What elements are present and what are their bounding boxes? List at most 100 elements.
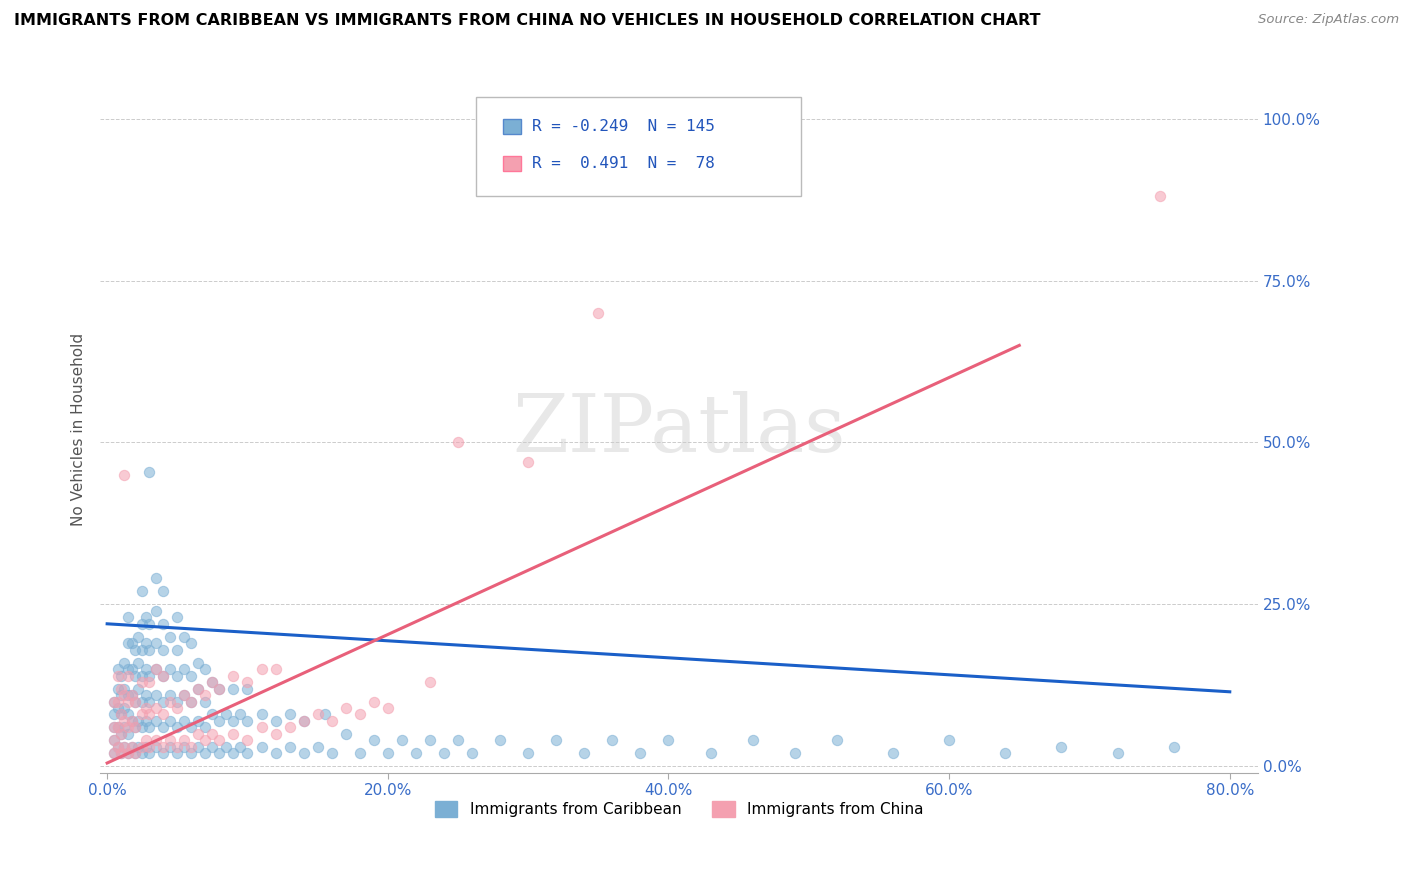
Point — [699, 747, 721, 761]
Point — [215, 707, 238, 722]
Point — [152, 616, 174, 631]
Point — [110, 688, 132, 702]
Point — [107, 739, 129, 754]
Text: Source: ZipAtlas.com: Source: ZipAtlas.com — [1258, 13, 1399, 27]
Point — [131, 668, 153, 682]
Point — [222, 714, 245, 728]
Point — [250, 739, 273, 754]
Point — [292, 747, 315, 761]
Point — [461, 747, 484, 761]
Point — [121, 688, 143, 702]
Point — [187, 681, 209, 696]
Point — [173, 739, 195, 754]
Point — [173, 688, 195, 702]
Point — [131, 739, 153, 754]
Point — [825, 733, 848, 747]
Y-axis label: No Vehicles in Household: No Vehicles in Household — [72, 333, 86, 526]
Point — [117, 610, 139, 624]
Point — [264, 662, 287, 676]
Point — [152, 642, 174, 657]
Point — [377, 747, 399, 761]
Point — [349, 747, 371, 761]
Point — [110, 707, 132, 722]
Point — [117, 707, 139, 722]
Point — [103, 694, 125, 708]
Point — [110, 747, 132, 761]
Text: R =  0.491  N =  78: R = 0.491 N = 78 — [533, 156, 716, 170]
Point — [131, 616, 153, 631]
Point — [117, 747, 139, 761]
Legend: Immigrants from Caribbean, Immigrants from China: Immigrants from Caribbean, Immigrants fr… — [429, 796, 929, 823]
Point — [112, 739, 135, 754]
Point — [152, 720, 174, 734]
Point — [110, 727, 132, 741]
Point — [236, 733, 259, 747]
Point — [194, 733, 217, 747]
Point — [159, 733, 181, 747]
Point — [107, 694, 129, 708]
Point — [131, 747, 153, 761]
Point — [1107, 747, 1129, 761]
Point — [307, 707, 329, 722]
Point — [145, 604, 167, 618]
Point — [187, 656, 209, 670]
Point — [124, 747, 146, 761]
Point — [349, 707, 371, 722]
Point — [152, 707, 174, 722]
Point — [236, 714, 259, 728]
Point — [131, 707, 153, 722]
Point — [121, 739, 143, 754]
Point — [103, 733, 125, 747]
Point — [321, 714, 343, 728]
Point — [250, 662, 273, 676]
Point — [419, 733, 441, 747]
Point — [335, 701, 357, 715]
Point — [180, 739, 202, 754]
Point — [363, 733, 385, 747]
Point — [127, 739, 149, 754]
Point — [103, 694, 125, 708]
Point — [1050, 739, 1073, 754]
Point — [117, 727, 139, 741]
Point — [124, 642, 146, 657]
Point — [112, 681, 135, 696]
Point — [135, 733, 157, 747]
Point — [135, 688, 157, 702]
Point — [103, 747, 125, 761]
Point — [145, 572, 167, 586]
Point — [145, 662, 167, 676]
Point — [103, 720, 125, 734]
Point — [628, 747, 651, 761]
Point — [112, 467, 135, 482]
Point — [145, 688, 167, 702]
Point — [363, 694, 385, 708]
Point — [180, 694, 202, 708]
Point — [433, 747, 456, 761]
Point — [447, 733, 470, 747]
Point — [117, 636, 139, 650]
Point — [173, 714, 195, 728]
Point — [112, 714, 135, 728]
Point — [145, 701, 167, 715]
Point — [107, 739, 129, 754]
Point — [588, 306, 610, 320]
Point — [138, 747, 160, 761]
Point — [117, 688, 139, 702]
Point — [180, 720, 202, 734]
Point — [391, 733, 413, 747]
Point — [131, 675, 153, 690]
Point — [121, 714, 143, 728]
Point — [152, 694, 174, 708]
Point — [741, 733, 763, 747]
Point — [166, 739, 188, 754]
Point — [187, 739, 209, 754]
Point — [152, 584, 174, 599]
Point — [194, 662, 217, 676]
Point — [166, 747, 188, 761]
Point — [187, 727, 209, 741]
Point — [292, 714, 315, 728]
Point — [173, 630, 195, 644]
Point — [135, 714, 157, 728]
Point — [145, 714, 167, 728]
Point — [377, 701, 399, 715]
